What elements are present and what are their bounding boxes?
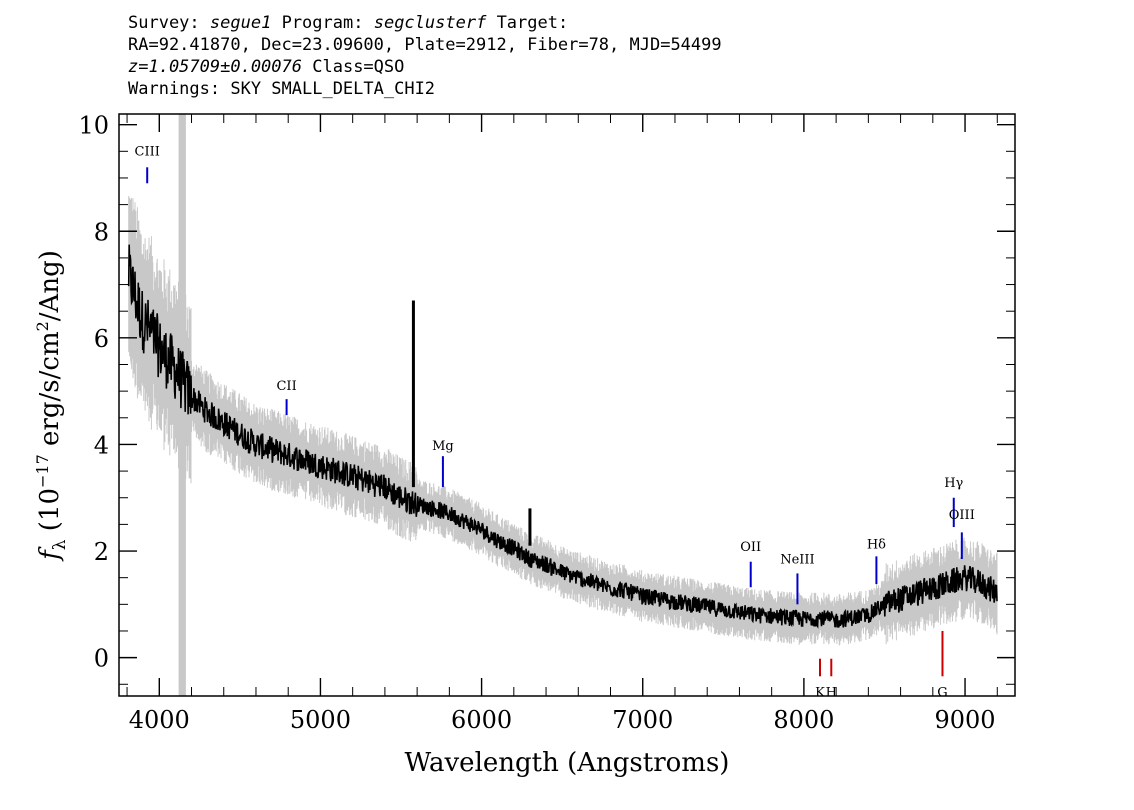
header-line-2: RA=92.41870, Dec=23.09600, Plate=2912, F…	[128, 35, 722, 55]
y-title-mid: erg/s/cm	[35, 331, 65, 454]
x-tick-label-9000: 9000	[935, 706, 996, 734]
header-line-4: Warnings: SKY SMALL_DELTA_CHI2	[128, 79, 436, 99]
header-line-3: z=1.05709±0.00076 Class=QSO	[128, 56, 722, 78]
y-title-exp1: −17	[33, 454, 52, 488]
y-axis-title: fλ (10−17 erg/s/cm2/Ang)	[33, 250, 70, 562]
redshift-value: z=1.05709±0.00076	[128, 57, 302, 77]
emission-line-label-4: NeIII	[780, 552, 814, 567]
y-tick-label-0: 0	[94, 645, 109, 673]
program-value: segclusterf	[373, 13, 487, 33]
survey-value: segue1	[209, 13, 272, 33]
program-label: Program:	[281, 13, 364, 33]
y-tick-label-2: 2	[94, 538, 109, 566]
emission-line-label-2: Mg	[432, 439, 454, 454]
absorption-line-label-0: K	[815, 685, 825, 700]
flux-line	[127, 244, 998, 629]
x-tick-label-5000: 5000	[290, 706, 351, 734]
y-title-sub: λ	[50, 539, 70, 550]
error-band	[128, 196, 998, 646]
survey-label: Survey:	[128, 13, 200, 33]
emission-line-label-5: Hδ	[867, 537, 886, 552]
emission-line-label-3: OII	[740, 540, 761, 555]
y-tick-label-8: 8	[94, 218, 109, 246]
x-tick-label-4000: 4000	[129, 706, 190, 734]
x-tick-label-7000: 7000	[612, 706, 673, 734]
x-tick-label-8000: 8000	[773, 706, 834, 734]
header-line-1: Survey: segue1 Program: segclusterf Targ…	[128, 12, 722, 34]
axis-ticks: 4000 5000 6000 7000 8000 9000 0 2 4 6 8 10	[78, 112, 1015, 734]
y-title-exp2: 2	[33, 321, 52, 331]
emission-line-label-6: Hγ	[944, 476, 963, 491]
x-tick-label-6000: 6000	[451, 706, 512, 734]
y-tick-label-10: 10	[78, 112, 109, 140]
plot-frame	[118, 113, 1016, 697]
target-label: Target:	[496, 13, 569, 33]
class-value: Class=QSO	[312, 57, 405, 77]
absorption-line-label-1: H	[826, 685, 837, 700]
y-tick-label-6: 6	[94, 325, 109, 353]
absorption-line-label-2: G	[937, 685, 947, 700]
y-tick-label-4: 4	[94, 431, 109, 459]
y-title-post: /Ang)	[35, 250, 65, 321]
spectrum-header: Survey: segue1 Program: segclusterf Targ…	[128, 12, 722, 100]
plot-area: CIII CII Mg OII NeIII Hδ Hγ OIII K H G	[127, 114, 998, 700]
x-axis-title: Wavelength (Angstroms)	[405, 748, 730, 778]
emission-line-label-0: CIII	[135, 145, 160, 160]
emission-line-label-1: CII	[276, 379, 296, 394]
emission-line-label-7: OIII	[949, 508, 975, 523]
y-title-pre: (10	[35, 488, 65, 540]
